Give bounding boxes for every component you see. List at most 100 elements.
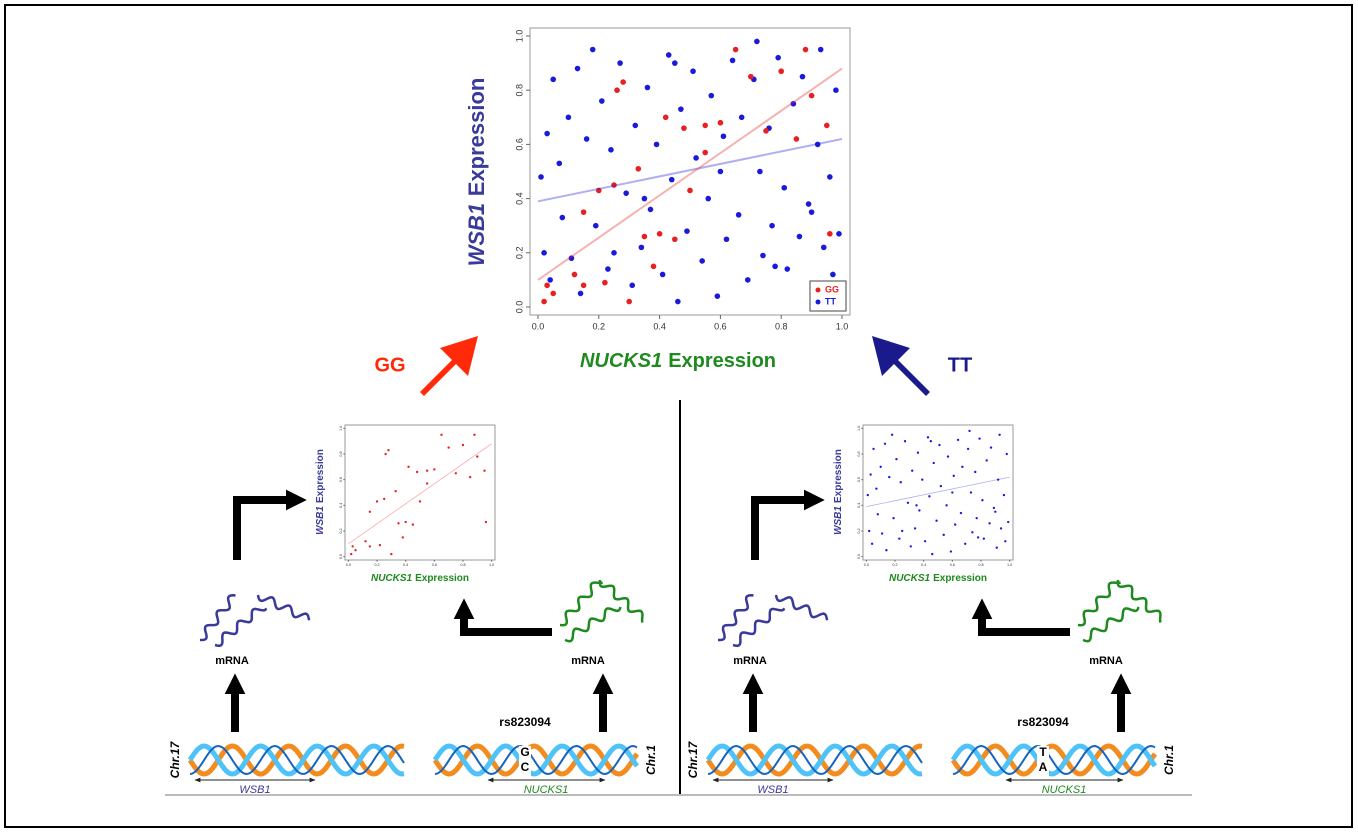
point	[736, 212, 742, 218]
point	[943, 534, 945, 536]
point	[885, 549, 887, 551]
y-tick-label: 0.8	[514, 84, 524, 97]
point	[833, 87, 839, 93]
point	[930, 440, 932, 442]
mrna-label: mRNA	[571, 655, 605, 667]
point	[977, 536, 979, 538]
point	[681, 125, 687, 131]
axis-label: WSB1Expression	[464, 78, 489, 267]
point	[794, 136, 800, 142]
allele: T	[1039, 745, 1047, 759]
x-tick-label: 0.2	[892, 563, 897, 567]
point	[593, 223, 599, 229]
point	[660, 272, 666, 278]
point	[364, 540, 366, 542]
point	[724, 236, 730, 242]
point	[739, 115, 745, 121]
point	[715, 293, 721, 299]
point	[560, 215, 566, 221]
point	[426, 470, 428, 472]
point	[917, 452, 919, 454]
plot-frame	[345, 425, 495, 560]
point	[397, 522, 399, 524]
point	[369, 545, 371, 547]
axis-label-rest: Expression	[933, 573, 987, 584]
point	[733, 47, 739, 53]
point	[394, 490, 396, 492]
point	[827, 174, 833, 180]
point	[971, 531, 973, 533]
axis-label: NUCKS1Expression	[889, 573, 987, 584]
point	[705, 196, 711, 202]
legend-swatch	[816, 288, 821, 293]
point	[821, 245, 827, 251]
point	[803, 47, 809, 53]
point	[824, 123, 830, 129]
point	[416, 471, 418, 473]
axis-label-gene: NUCKS1	[889, 573, 931, 584]
mrna-label: mRNA	[215, 655, 249, 667]
point	[626, 299, 632, 305]
point	[730, 58, 736, 64]
axis-label-rest: Expression	[315, 449, 326, 503]
point	[581, 283, 587, 289]
point	[602, 280, 608, 286]
point	[745, 277, 751, 283]
axis-label-gene: NUCKS1	[580, 350, 662, 372]
point	[960, 512, 962, 514]
point	[763, 128, 769, 134]
point	[927, 436, 929, 438]
point	[566, 115, 572, 121]
point	[867, 494, 869, 496]
point	[974, 471, 976, 473]
point	[968, 430, 970, 432]
y-tick-label: 0.8	[857, 451, 861, 456]
point	[951, 491, 953, 493]
point	[702, 150, 708, 156]
point	[473, 434, 475, 436]
point	[476, 455, 478, 457]
point	[935, 520, 937, 522]
point	[702, 123, 708, 129]
point	[578, 291, 584, 297]
point	[636, 166, 642, 172]
point	[950, 550, 952, 552]
x-tick-label: 0.2	[593, 321, 606, 331]
point	[672, 60, 678, 66]
group-label: TT	[948, 354, 972, 376]
point	[895, 458, 897, 460]
y-tick-label: 0.4	[857, 503, 861, 508]
point	[872, 448, 874, 450]
point	[617, 60, 623, 66]
point	[827, 231, 833, 237]
point	[620, 79, 626, 85]
point	[800, 74, 806, 80]
x-tick-label: 0.2	[374, 563, 379, 567]
x-tick-label: 1.0	[489, 563, 494, 567]
point	[654, 142, 660, 148]
point	[645, 85, 651, 91]
y-tick-label: 0.6	[339, 477, 343, 482]
gene-label: NUCKS1	[1042, 784, 1087, 796]
point	[581, 209, 587, 215]
point	[590, 47, 596, 53]
point	[1007, 521, 1009, 523]
point	[964, 543, 966, 545]
chr-label: Chr.1	[1162, 745, 1176, 775]
point	[938, 444, 940, 446]
point	[918, 509, 920, 511]
x-tick-label: 0.6	[432, 563, 437, 567]
point	[584, 136, 590, 142]
x-tick-label: 0.8	[460, 563, 465, 567]
point	[550, 77, 556, 83]
mrna-label: mRNA	[733, 655, 767, 667]
mrna-label: mRNA	[1089, 655, 1123, 667]
point	[928, 495, 930, 497]
x-tick-label: 0.4	[403, 563, 408, 567]
axis-label-gene: WSB1	[315, 506, 326, 535]
point	[538, 174, 544, 180]
point	[754, 39, 760, 45]
point	[945, 504, 947, 506]
gene-label: WSB1	[239, 784, 270, 796]
y-tick-label: 0.2	[857, 528, 861, 533]
